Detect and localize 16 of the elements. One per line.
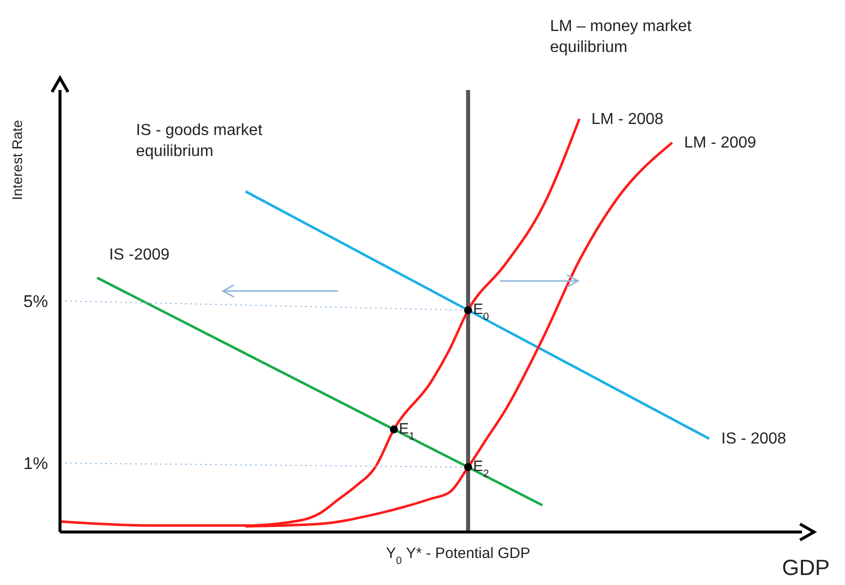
series-label: LM - 2008 <box>591 110 664 128</box>
line-series <box>96 276 544 506</box>
series-label: LM - 2009 <box>684 134 756 152</box>
series-label: IS -2009 <box>109 246 170 264</box>
x-tick-label: Y$_{0}$ <box>386 545 402 567</box>
point <box>464 463 472 472</box>
y-axis-title: Interest Rate <box>9 120 25 200</box>
point <box>464 306 472 314</box>
x-axis-title: GDP <box>782 555 830 580</box>
text: LM – money market equilibrium <box>550 17 692 58</box>
y-tick-label: 1% <box>23 454 48 474</box>
point <box>390 425 398 434</box>
x-tick-label: Y* - Potential GDP <box>406 545 530 562</box>
y-tick-label: 5% <box>23 292 48 311</box>
annotation: IS - goods market equilibrium <box>136 121 264 162</box>
series-label: IS - 2008 <box>721 430 786 448</box>
